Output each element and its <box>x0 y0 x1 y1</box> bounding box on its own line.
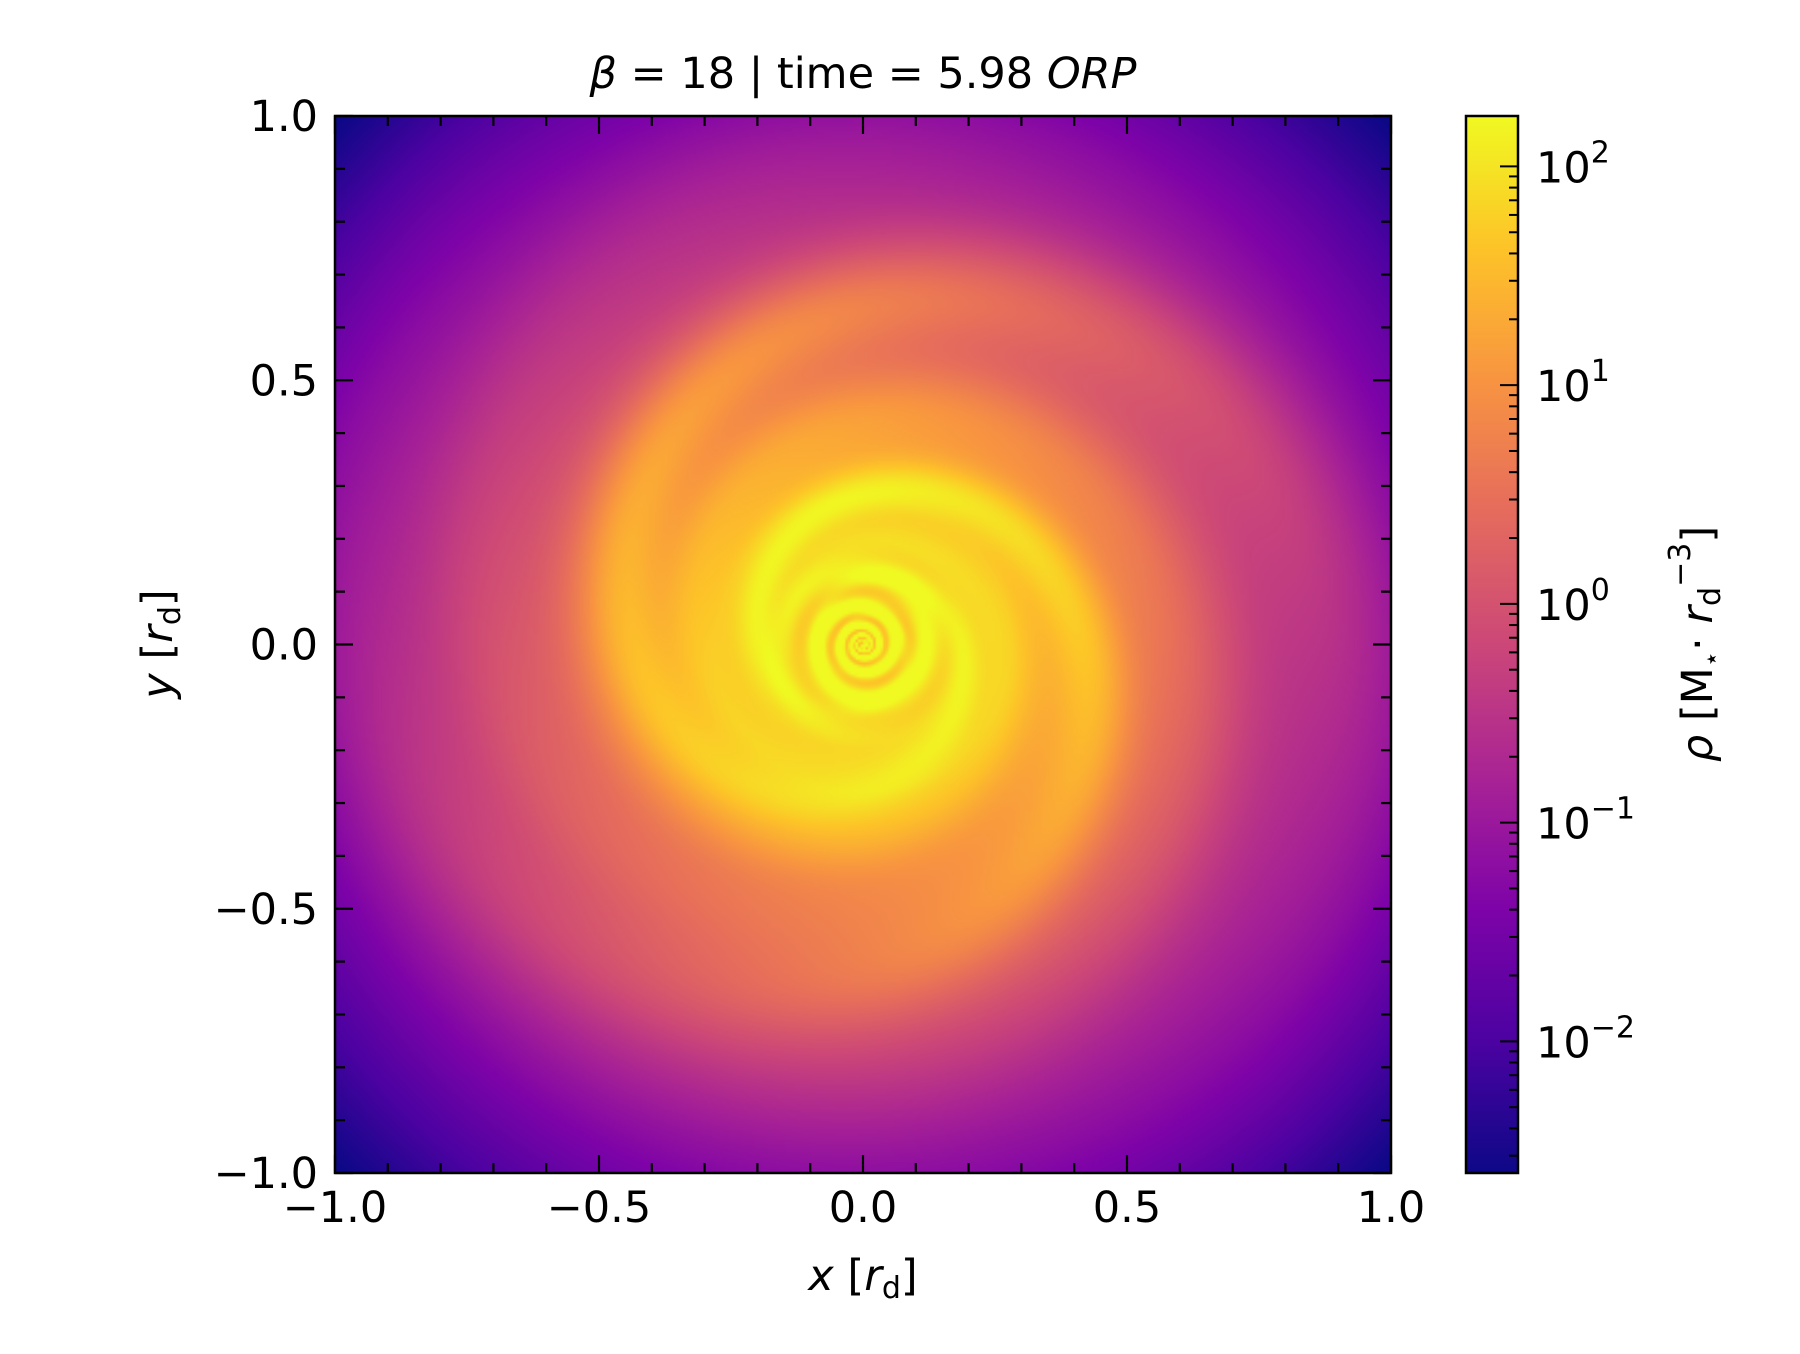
x-axis-bracket-close: ] <box>901 1251 918 1301</box>
y-axis-var: y <box>133 673 183 701</box>
cbar-label-dot: · <box>1673 637 1723 651</box>
x-axis-var: x <box>806 1251 834 1301</box>
y-tick-label: −0.5 <box>214 885 318 935</box>
y-tick-label: 0.0 <box>250 621 318 671</box>
y-axis-bracket-open: [ <box>133 643 183 660</box>
cbar-label-open: [M <box>1673 667 1723 721</box>
cbar-label-star: ⋆ <box>1697 651 1727 667</box>
colorbar-tick-label: 10−1 <box>1536 792 1635 850</box>
x-tick-label: 0.5 <box>1093 1183 1161 1233</box>
colorbar-tick-exponent: −1 <box>1591 792 1635 827</box>
colorbar-tick-exponent: 1 <box>1591 354 1610 389</box>
colorbar-tick-base: 10 <box>1536 362 1591 412</box>
title-beta-symbol: β <box>589 49 617 99</box>
heatmap-image <box>335 116 1391 1173</box>
colorbar-ticks <box>1500 165 1518 1157</box>
x-axis-label: x [rd] <box>806 1251 917 1306</box>
y-tick-label: 1.0 <box>250 92 318 142</box>
x-axis-bracket-open: [ <box>847 1251 864 1301</box>
y-tick-label: 0.5 <box>250 356 318 406</box>
y-axis-label: y [rd] <box>133 589 188 700</box>
x-axis-unit: r <box>864 1251 884 1301</box>
cbar-label-sub: d <box>1693 587 1728 606</box>
axis-ticks <box>333 114 1393 1175</box>
colorbar-tick-exponent: −2 <box>1591 1010 1635 1045</box>
y-tick-label: −1.0 <box>214 1149 318 1199</box>
cbar-label-unit: r <box>1673 604 1723 624</box>
colorbar-tick-exponent: 2 <box>1591 135 1610 170</box>
colorbar-tick-base: 10 <box>1536 581 1591 631</box>
title-text: = 18 | time = 5.98 <box>631 49 1034 99</box>
title-time-unit: ORP <box>1047 49 1137 99</box>
x-tick-label: −0.5 <box>547 1183 651 1233</box>
colorbar-tick-label: 10−2 <box>1536 1010 1635 1068</box>
y-axis-unit: r <box>133 623 183 643</box>
colorbar-tick-exponent: 0 <box>1591 573 1610 608</box>
colorbar-label: ρ [M⋆· rd−3] <box>1663 526 1728 762</box>
y-axis-sub: d <box>153 606 188 625</box>
colorbar-tick-label: 102 <box>1536 135 1610 193</box>
colorbar-tick-base: 10 <box>1536 800 1591 850</box>
x-tick-label: 1.0 <box>1357 1183 1425 1233</box>
colorbar-tick-base: 10 <box>1536 143 1591 193</box>
colorbar-gradient <box>1466 116 1518 1173</box>
cbar-label-close: ] <box>1673 526 1723 543</box>
chart-title: β = 18 | time = 5.98 ORP <box>589 49 1137 99</box>
x-tick-labels: −1.0 −0.5 0.0 0.5 1.0 <box>283 1183 1425 1233</box>
heatmap-layer <box>335 116 1391 1173</box>
cbar-label-var: ρ <box>1673 735 1723 762</box>
cbar-label-sup: −3 <box>1663 543 1698 587</box>
colorbar-tick-label: 101 <box>1536 354 1610 412</box>
colorbar-tick-base: 10 <box>1536 1018 1591 1068</box>
colorbar-frame <box>1464 114 1520 1175</box>
x-tick-label: 0.0 <box>829 1183 897 1233</box>
x-tick-label: −1.0 <box>283 1183 387 1233</box>
y-axis-bracket-close: ] <box>133 589 183 606</box>
y-tick-labels: −1.0 −0.5 0.0 0.5 1.0 <box>214 92 318 1199</box>
x-axis-sub: d <box>882 1271 901 1306</box>
colorbar-tick-label: 100 <box>1536 573 1610 631</box>
